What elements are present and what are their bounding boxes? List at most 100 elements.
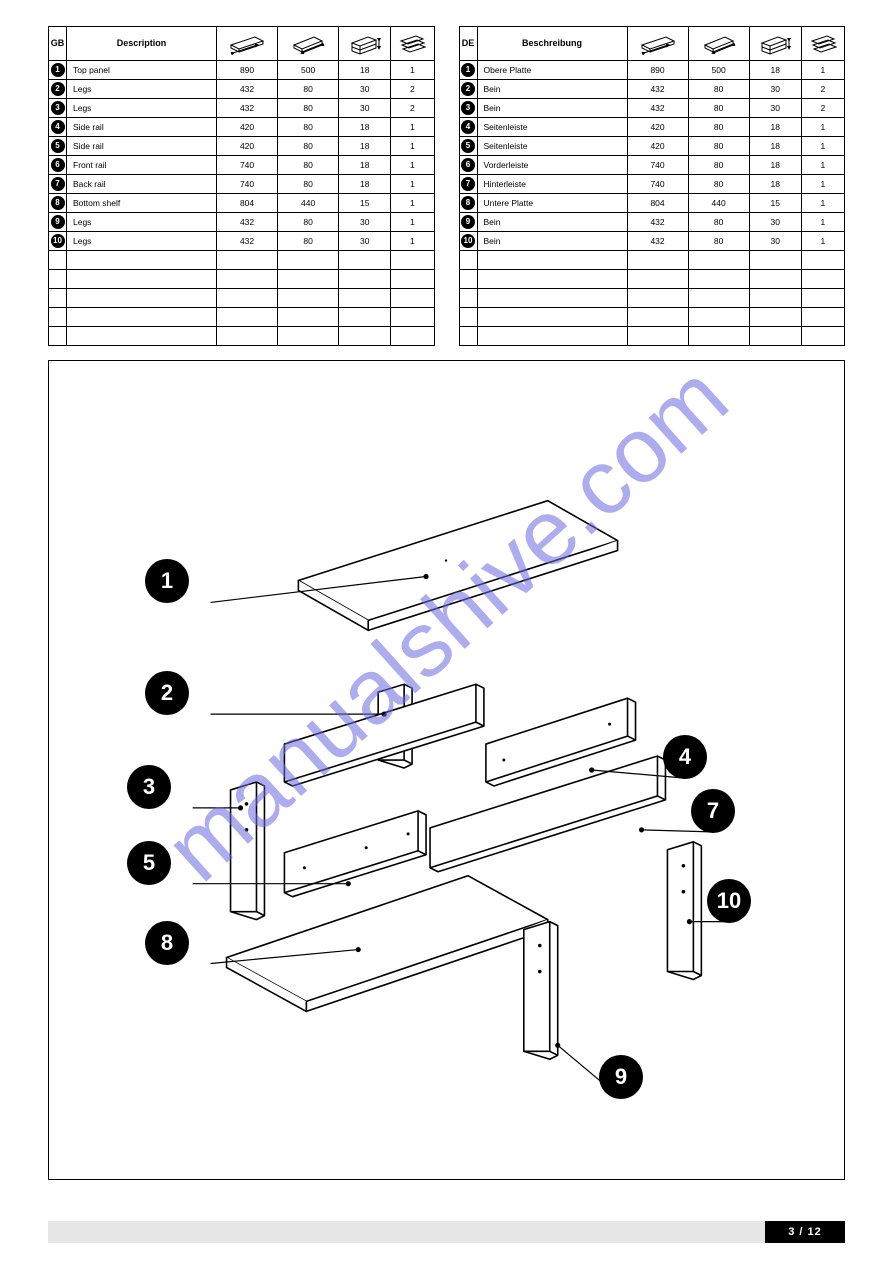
part-value bbox=[339, 327, 391, 346]
part-name: Front rail bbox=[67, 156, 217, 175]
parts-table-right: DE Beschreibung 1Obere Platt bbox=[459, 26, 846, 346]
part-number-badge: 1 bbox=[461, 63, 475, 77]
part-value: 740 bbox=[217, 175, 278, 194]
part-value: 1 bbox=[391, 232, 434, 251]
part-value: 1 bbox=[801, 156, 844, 175]
part-name: Side rail bbox=[67, 137, 217, 156]
parts-table-left: GB Description 1Top panel890 bbox=[48, 26, 435, 346]
part-number-badge: 3 bbox=[461, 101, 475, 115]
table-row: 1Top panel890500181 bbox=[49, 61, 435, 80]
table-row: 6Vorderleiste74080181 bbox=[459, 156, 845, 175]
part-number-badge: 8 bbox=[51, 196, 65, 210]
width-icon bbox=[688, 27, 749, 61]
part-name bbox=[67, 308, 217, 327]
part-value bbox=[391, 289, 434, 308]
part-value: 15 bbox=[749, 194, 801, 213]
callout-2: 2 bbox=[145, 671, 189, 715]
part-value: 80 bbox=[278, 213, 339, 232]
part-value: 80 bbox=[278, 118, 339, 137]
part-value: 890 bbox=[217, 61, 278, 80]
table-left-lang: GB bbox=[49, 27, 67, 61]
part-value: 18 bbox=[339, 61, 391, 80]
part-value: 500 bbox=[278, 61, 339, 80]
tables-container: GB Description 1Top panel890 bbox=[48, 26, 845, 346]
exploded-diagram-panel: 1235847109 bbox=[48, 360, 845, 1180]
table-row bbox=[49, 327, 435, 346]
part-value bbox=[627, 308, 688, 327]
table-row: 4Seitenleiste42080181 bbox=[459, 118, 845, 137]
table-row: 2Bein43280302 bbox=[459, 80, 845, 99]
table-row bbox=[49, 270, 435, 289]
part-number-badge: 6 bbox=[51, 158, 65, 172]
part-value: 80 bbox=[278, 80, 339, 99]
part-name: Hinterleiste bbox=[477, 175, 627, 194]
part-value: 1 bbox=[801, 213, 844, 232]
part-value: 80 bbox=[688, 156, 749, 175]
part-value: 1 bbox=[391, 156, 434, 175]
part-value bbox=[801, 327, 844, 346]
part-value bbox=[391, 327, 434, 346]
part-value bbox=[339, 270, 391, 289]
callout-4: 4 bbox=[663, 735, 707, 779]
part-value bbox=[217, 308, 278, 327]
part-value: 432 bbox=[217, 99, 278, 118]
part-value: 740 bbox=[217, 156, 278, 175]
callout-1: 1 bbox=[145, 559, 189, 603]
part-name bbox=[477, 289, 627, 308]
table-row: 3Bein43280302 bbox=[459, 99, 845, 118]
part-name bbox=[477, 327, 627, 346]
part-value: 1 bbox=[801, 175, 844, 194]
part-name: Obere Platte bbox=[477, 61, 627, 80]
part-value: 1 bbox=[801, 61, 844, 80]
part-value: 1 bbox=[801, 194, 844, 213]
part-value: 440 bbox=[688, 194, 749, 213]
part-value: 1 bbox=[801, 137, 844, 156]
table-row: 8Untere Platte804440151 bbox=[459, 194, 845, 213]
part-value bbox=[749, 308, 801, 327]
part-name: Bottom shelf bbox=[67, 194, 217, 213]
part-value: 420 bbox=[627, 137, 688, 156]
length-icon bbox=[217, 27, 278, 61]
part-value: 804 bbox=[627, 194, 688, 213]
exploded-diagram-svg bbox=[49, 361, 844, 1179]
part-number-badge: 9 bbox=[51, 215, 65, 229]
part-name: Bein bbox=[477, 80, 627, 99]
part-number-badge: 2 bbox=[51, 82, 65, 96]
table-row: 5Seitenleiste42080181 bbox=[459, 137, 845, 156]
table-row bbox=[459, 251, 845, 270]
part-value: 432 bbox=[627, 232, 688, 251]
part-name: Legs bbox=[67, 80, 217, 99]
part-number-badge: 4 bbox=[51, 120, 65, 134]
part-number-badge: 3 bbox=[51, 101, 65, 115]
part-value: 18 bbox=[339, 175, 391, 194]
part-value: 30 bbox=[749, 213, 801, 232]
part-value: 15 bbox=[339, 194, 391, 213]
part-name bbox=[477, 251, 627, 270]
qty-icon bbox=[801, 27, 844, 61]
part-value: 432 bbox=[217, 213, 278, 232]
part-number-badge: 9 bbox=[461, 215, 475, 229]
table-right-lang: DE bbox=[459, 27, 477, 61]
part-value: 2 bbox=[391, 99, 434, 118]
part-value: 80 bbox=[688, 80, 749, 99]
table-row bbox=[459, 327, 845, 346]
part-value: 1 bbox=[801, 232, 844, 251]
part-name bbox=[67, 270, 217, 289]
part-value bbox=[339, 308, 391, 327]
thickness-icon bbox=[749, 27, 801, 61]
part-value: 18 bbox=[749, 156, 801, 175]
part-value: 2 bbox=[801, 99, 844, 118]
page-footer: 3 / 12 bbox=[48, 1221, 845, 1243]
part-value bbox=[688, 308, 749, 327]
part-number-badge: 2 bbox=[461, 82, 475, 96]
part-value bbox=[749, 270, 801, 289]
part-value: 80 bbox=[688, 99, 749, 118]
part-value bbox=[217, 327, 278, 346]
table-row: 10Legs43280301 bbox=[49, 232, 435, 251]
part-value: 1 bbox=[391, 118, 434, 137]
table-row bbox=[459, 289, 845, 308]
callout-8: 8 bbox=[145, 921, 189, 965]
part-value bbox=[688, 327, 749, 346]
part-value bbox=[217, 270, 278, 289]
callout-7: 7 bbox=[691, 789, 735, 833]
